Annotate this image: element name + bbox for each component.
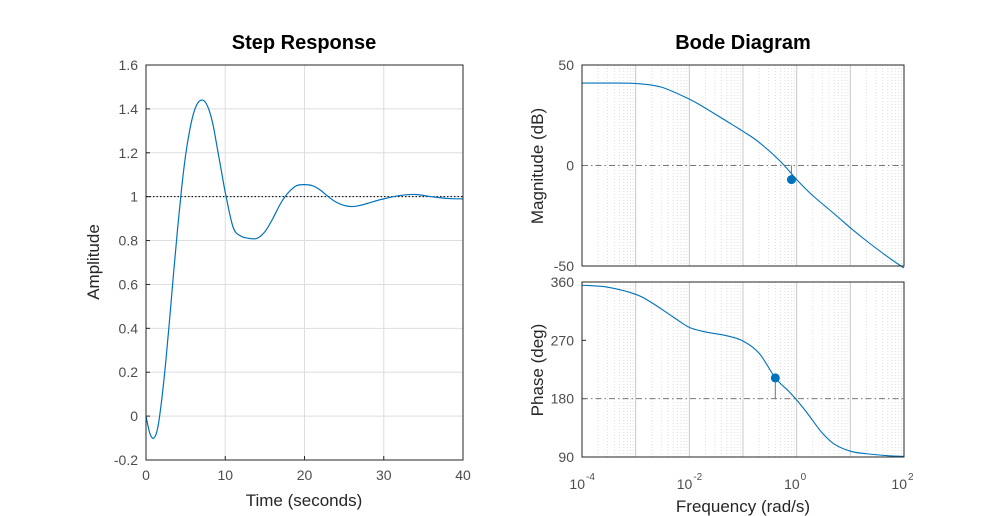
step-y-tick-label: 0.2 — [119, 364, 139, 380]
phase-axes-box — [581, 281, 905, 458]
phase-y-axis-label: Phase (deg) — [528, 324, 547, 417]
step-response-axes: Step Response Time (seconds) Amplitude 0… — [84, 32, 471, 510]
step-y-tick-label: 0.8 — [119, 233, 139, 249]
bode-x-tick-base: 10 — [891, 476, 907, 492]
bode-x-tick-exponent: -4 — [586, 472, 595, 483]
step-response-curve — [145, 99, 464, 439]
step-axes-box — [145, 64, 464, 461]
magnitude-curve — [581, 82, 905, 269]
step-x-tick-label: 10 — [217, 467, 233, 483]
phase-grid — [581, 281, 902, 458]
bode-diagram-title: Bode Diagram — [675, 32, 811, 54]
bode-x-tick-exponent: 2 — [908, 472, 914, 483]
step-y-tick-label: 1.6 — [119, 57, 139, 73]
step-response-title: Step Response — [232, 32, 376, 54]
bode-x-tick-exponent: -2 — [693, 472, 702, 483]
bode-x-tick-base: 10 — [677, 476, 693, 492]
magnitude-margin-marker — [786, 175, 796, 185]
magnitude-axes-box — [581, 64, 905, 267]
bode-x-tick-base: 10 — [569, 476, 585, 492]
step-y-tick-label: 0.4 — [119, 320, 139, 336]
step-x-axis-label: Time (seconds) — [246, 491, 363, 510]
bode-x-tick-label: 10 0 — [784, 472, 807, 492]
step-x-tick-label: 0 — [142, 467, 150, 483]
phase-y-tick-label: 90 — [558, 449, 574, 465]
magnitude-plot-area — [581, 82, 905, 269]
step-plot-area — [145, 99, 464, 439]
bode-diagram-axes: Bode Diagram Frequency (rad/s) Magnitude… — [528, 32, 914, 516]
bode-x-tick-label: 10 -4 — [569, 472, 595, 492]
step-y-tick-label: 1.4 — [119, 101, 139, 117]
step-y-tick-label: 0.6 — [119, 276, 139, 292]
magnitude-y-axis-label: Magnitude (dB) — [528, 108, 547, 224]
phase-y-tick-label: 270 — [551, 332, 575, 348]
phase-y-tick-label: 360 — [551, 274, 575, 290]
bode-x-tick-base: 10 — [784, 476, 800, 492]
step-x-tick-label: 30 — [376, 467, 392, 483]
step-grid — [145, 64, 464, 461]
phase-y-tick-label: 180 — [551, 391, 575, 407]
step-x-tick-label: 20 — [297, 467, 313, 483]
step-y-tick-label: -0.2 — [114, 452, 138, 468]
bode-x-axis-label: Frequency (rad/s) — [676, 497, 810, 516]
step-y-tick-label: 0 — [130, 408, 138, 424]
bode-x-tick-exponent: 0 — [801, 472, 807, 483]
magnitude-y-tick-label: -50 — [554, 258, 574, 274]
magnitude-y-tick-label: 0 — [566, 158, 574, 174]
magnitude-y-tick-label: 50 — [558, 57, 574, 73]
step-x-tick-label: 40 — [455, 467, 471, 483]
bode-x-tick-label: 10 -2 — [677, 472, 703, 492]
step-y-axis-label: Amplitude — [84, 224, 103, 300]
magnitude-grid — [581, 64, 902, 267]
step-y-tick-label: 1 — [130, 189, 138, 205]
step-tick-labels: 0 10 20 30 40-0.200.20.40.60.811.21.41.6 — [114, 57, 471, 483]
bode-x-tick-label: 10 2 — [891, 472, 914, 492]
phase-margin-marker — [770, 373, 780, 383]
step-y-tick-label: 1.2 — [119, 145, 139, 161]
phase-plot-area — [581, 284, 905, 457]
